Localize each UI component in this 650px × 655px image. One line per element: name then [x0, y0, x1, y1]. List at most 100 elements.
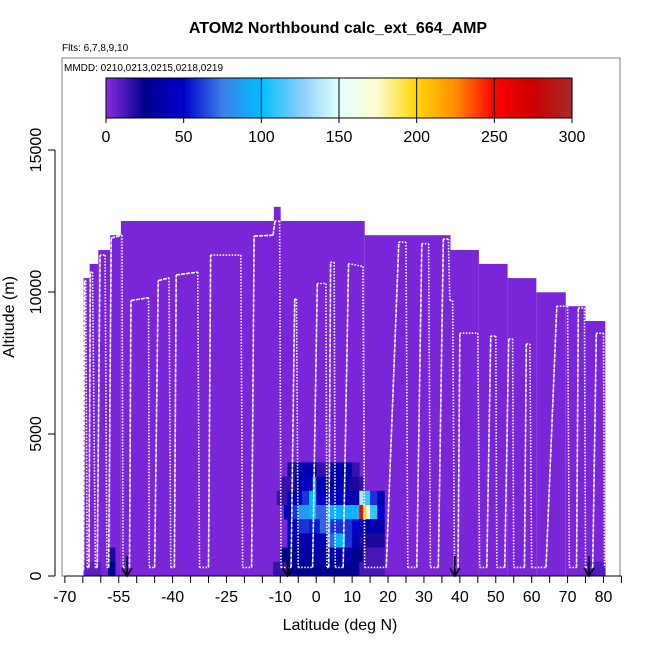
track-segment: [88, 272, 92, 568]
dates-label: MMDD: 0210,0213,0215,0218,0219: [64, 63, 223, 74]
colorbar-swatch: [422, 78, 427, 118]
heatmap-cell: [352, 462, 360, 477]
colorbar-swatch: [118, 78, 122, 118]
colorbar-tick-label: 250: [481, 129, 508, 146]
colorbar-swatch: [450, 78, 455, 118]
colorbar-swatch: [469, 78, 473, 118]
heatmap-cell: [348, 490, 360, 506]
colorbar-swatch: [335, 78, 340, 118]
y-axis: 0 5000 10000 15000: [28, 128, 56, 580]
colorbar-swatch: [127, 78, 132, 118]
track-segment: [128, 300, 132, 568]
colorbar-swatch: [158, 78, 163, 118]
track-segment: [240, 255, 244, 568]
colorbar-swatch: [311, 78, 315, 118]
colorbar-tick-label: 100: [248, 129, 275, 146]
track-segment: [591, 333, 598, 568]
colorbar-swatch: [208, 78, 213, 118]
heatmap-cell: [362, 547, 385, 563]
colorbar-swatch: [202, 78, 206, 118]
colorbar-swatch: [503, 78, 508, 118]
heatmap-cell: [341, 505, 360, 520]
heatmap-cell: [276, 490, 288, 506]
heatmap-cell: [359, 533, 385, 548]
x-tick-label: -70: [53, 589, 76, 606]
track-segment: [250, 236, 255, 568]
track-segment: [173, 274, 177, 568]
colorbar-swatch: [339, 78, 343, 118]
x-tick-label: -55: [107, 589, 130, 606]
colorbar-swatch: [404, 78, 408, 118]
heatmap-cell: [110, 235, 121, 577]
colorbar-swatch: [457, 78, 461, 118]
colorbar-swatch: [214, 78, 219, 118]
heatmap-cell: [273, 206, 281, 576]
colorbar-swatch: [537, 78, 542, 118]
track-segment: [110, 234, 123, 239]
colorbar-swatch: [444, 78, 449, 118]
heatmap-cell: [316, 490, 328, 506]
colorbar-swatch: [550, 78, 554, 118]
colorbar-swatch: [342, 78, 346, 118]
track-segment: [575, 307, 580, 568]
colorbar-tick-label: 150: [326, 129, 353, 146]
colorbar-swatch: [155, 78, 160, 118]
colorbar-swatch: [497, 78, 501, 118]
colorbar-swatch: [388, 78, 393, 118]
track-segment: [121, 235, 124, 568]
track-segment: [278, 221, 282, 568]
heatmap-cell: [287, 519, 299, 534]
y-tick-label: 0: [28, 571, 45, 580]
track-segment: [168, 277, 172, 568]
heatmap-cell: [107, 561, 116, 577]
track-segment: [415, 243, 423, 568]
colorbar-swatch: [528, 78, 533, 118]
heatmap-cell: [352, 519, 360, 534]
colorbar-swatch: [519, 78, 523, 118]
colorbar-swatch: [112, 78, 116, 118]
colorbar-swatch: [547, 78, 551, 118]
track-segment: [348, 262, 364, 268]
y-axis-label: Altitude (m): [1, 276, 18, 358]
heatmap-cell: [352, 547, 364, 563]
heatmap-cell: [319, 519, 331, 534]
x-tick-label: 0: [312, 589, 321, 606]
colorbar-swatch: [435, 78, 439, 118]
track-segment: [529, 343, 533, 568]
colorbar-swatch: [149, 78, 153, 118]
colorbar-swatch: [189, 78, 194, 118]
colorbar-swatch: [491, 78, 495, 118]
flights-label: Flts: 6,7,8,9,10: [62, 43, 129, 54]
colorbar-swatch: [161, 78, 166, 118]
colorbar-swatch: [314, 78, 318, 118]
colorbar-swatch: [348, 78, 352, 118]
colorbar-swatch: [419, 78, 424, 118]
track-segment: [385, 241, 400, 568]
heatmap-cell: [287, 533, 310, 548]
colorbar-swatch: [283, 78, 287, 118]
track-segment: [96, 255, 101, 568]
x-tick-label: 10: [343, 589, 361, 606]
colorbar-swatch: [500, 78, 505, 118]
colorbar-swatch: [323, 78, 327, 118]
colorbar-swatch: [394, 78, 399, 118]
x-tick-label: -10: [269, 589, 292, 606]
colorbar-swatch: [438, 78, 442, 118]
colorbar-swatch: [307, 78, 312, 118]
track-segment: [325, 283, 328, 568]
track-segment: [485, 336, 492, 568]
colorbar-swatch: [540, 78, 545, 118]
track-segment: [457, 333, 461, 568]
colorbar-swatch: [416, 78, 421, 118]
colorbar-swatch: [276, 78, 281, 118]
colorbar-swatch: [522, 78, 526, 118]
colorbar-swatch: [140, 78, 144, 118]
heatmap-cell: [316, 476, 324, 492]
track-segment: [362, 266, 366, 568]
track-segment: [327, 262, 332, 568]
colorbar-swatch: [553, 78, 557, 118]
colorbar-tick-label: 300: [559, 129, 586, 146]
colorbar-swatch: [525, 78, 529, 118]
heatmap-cell: [359, 476, 364, 492]
colorbar-swatch: [115, 78, 119, 118]
